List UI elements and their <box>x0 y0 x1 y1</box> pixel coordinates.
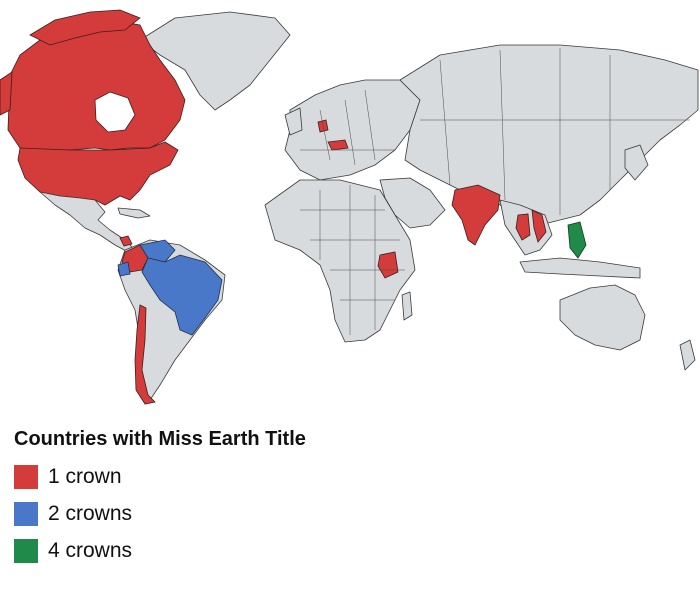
world-map <box>0 9 699 405</box>
legend: Countries with Miss Earth Title 1 crown … <box>14 426 314 569</box>
india <box>451 184 501 246</box>
legend-swatch-green <box>14 538 38 563</box>
africa-borders <box>300 185 405 335</box>
legend-item-1-crown: 1 crown <box>14 458 314 495</box>
indonesia <box>519 257 641 279</box>
legend-label: 4 crowns <box>48 538 133 562</box>
asia <box>399 44 699 226</box>
legend-label: 1 crown <box>48 464 122 488</box>
legend-item-2-crowns: 2 crowns <box>14 495 314 532</box>
legend-label: 2 crowns <box>48 501 133 525</box>
japan <box>624 144 649 181</box>
uk <box>284 107 303 136</box>
chile <box>134 304 156 405</box>
brazil <box>141 254 223 336</box>
caribbean <box>117 207 151 219</box>
madagascar <box>401 291 413 321</box>
greenland <box>139 11 291 111</box>
europe-borders <box>300 89 395 166</box>
asia-borders <box>420 48 690 215</box>
legend-title: Countries with Miss Earth Title <box>14 428 306 450</box>
kenya <box>377 251 399 279</box>
legend-item-4-crowns: 4 crowns <box>14 532 314 569</box>
europe <box>284 79 421 181</box>
legend-swatch-blue <box>14 501 38 526</box>
thailand <box>515 213 531 241</box>
australia <box>559 284 646 351</box>
czech-republic <box>327 139 349 151</box>
philippines <box>567 221 587 259</box>
hudson-bay <box>94 91 136 133</box>
canada-arctic-islands <box>29 9 141 46</box>
alaska <box>0 71 13 116</box>
africa <box>264 179 416 343</box>
vietnam <box>531 209 547 243</box>
ecuador <box>117 261 131 277</box>
legend-swatch-red <box>14 464 38 489</box>
new-zealand <box>679 339 696 371</box>
united-states <box>17 141 179 206</box>
mexico-central-america <box>39 191 136 253</box>
costa-rica <box>119 235 133 247</box>
venezuela <box>139 239 176 263</box>
